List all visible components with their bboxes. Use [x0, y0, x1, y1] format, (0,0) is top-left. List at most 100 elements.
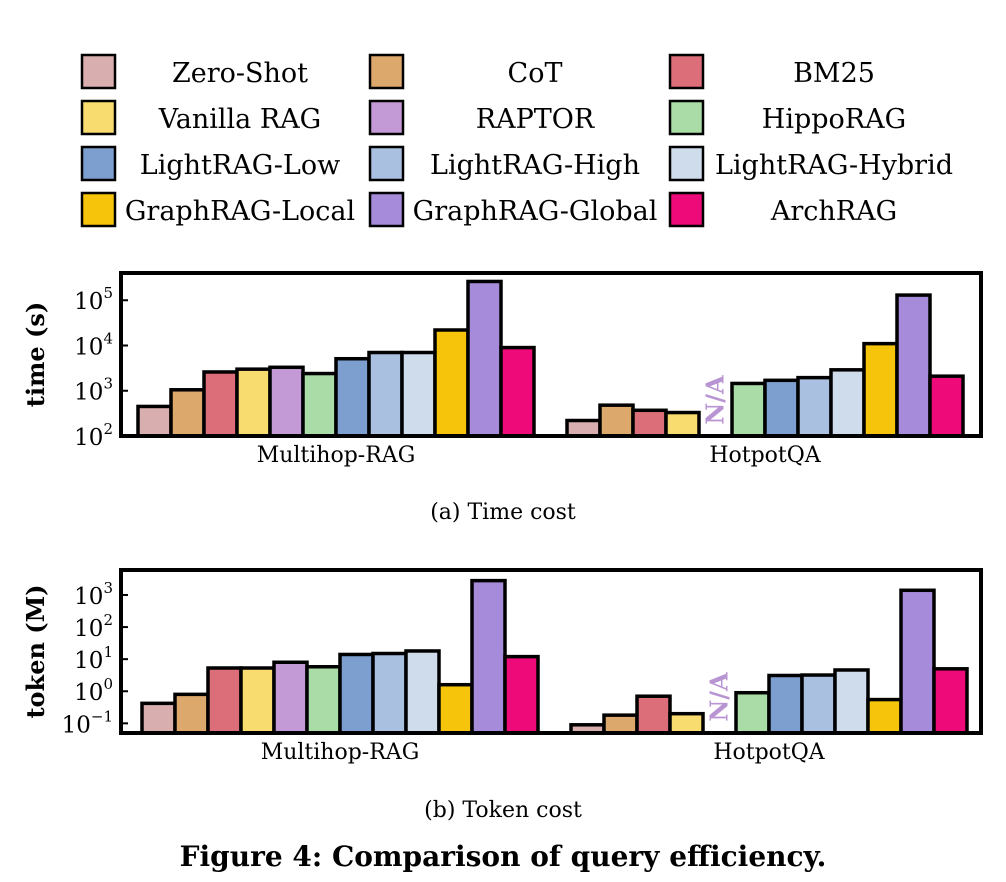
- y-tick-base: 10: [74, 380, 103, 406]
- x-category-label: HotpotQA: [709, 443, 821, 468]
- legend-label: Zero-Shot: [172, 58, 308, 89]
- na-label: N/A: [701, 375, 730, 425]
- x-category-label: HotpotQA: [713, 740, 825, 765]
- y-tick-exponent: −1: [91, 707, 113, 725]
- bar-zero-shot-multihop-rag: [136, 404, 173, 438]
- bar-cot-hotpotqa: [602, 713, 639, 735]
- legend-label: Vanilla RAG: [158, 104, 322, 135]
- bar-cot-multihop-rag: [173, 692, 210, 735]
- plot-frame: [119, 568, 983, 735]
- y-tick-exponent: 0: [103, 675, 113, 693]
- legend-swatch: [668, 99, 705, 136]
- bar-bm25-hotpotqa: [635, 694, 672, 735]
- y-tick-label: 103: [74, 375, 113, 406]
- legend-item: RAPTOR: [368, 99, 595, 136]
- y-tick-label: 103: [74, 579, 113, 610]
- legend-swatch: [368, 99, 405, 136]
- bar-zero-shot-multihop-rag: [140, 701, 177, 735]
- bar-lightrag-high-hotpotqa: [800, 673, 837, 735]
- bar-lightrag-low-hotpotqa: [763, 378, 800, 438]
- y-tick-base: 10: [74, 680, 103, 706]
- bar-vanilla-rag-multihop-rag: [239, 666, 276, 735]
- token-cost-caption: (b) Token cost: [424, 798, 582, 823]
- bar-vanilla-rag-hotpotqa: [668, 711, 705, 735]
- legend: Zero-Shot CoT BM25 Vanilla RAG RAPTOR HippoRA…: [80, 53, 953, 228]
- na-label: N/A: [705, 672, 734, 722]
- bar-archrag-hotpotqa: [932, 667, 969, 735]
- bar-bm25-multihop-rag: [206, 666, 243, 735]
- bar-graphrag-global-multihop-rag: [466, 279, 503, 438]
- bar-hipporag-hotpotqa: [734, 690, 771, 735]
- bar-lightrag-hybrid-multihop-rag: [404, 649, 441, 735]
- bar-zero-shot-hotpotqa: [565, 418, 602, 438]
- legend-swatch: [80, 53, 117, 90]
- legend-item: Zero-Shot: [80, 53, 308, 90]
- legend-label: BM25: [793, 58, 875, 89]
- y-tick-base: 10: [74, 425, 103, 451]
- bar-raptor-multihop-rag: [272, 660, 309, 735]
- legend-item: BM25: [668, 53, 875, 90]
- legend-item: HippoRAG: [668, 99, 906, 136]
- legend-item: LightRAG-High: [368, 145, 640, 182]
- legend-item: Vanilla RAG: [80, 99, 322, 136]
- x-category-label: Multihop-RAG: [257, 443, 416, 468]
- legend-item: LightRAG-Low: [80, 145, 340, 182]
- y-tick-exponent: 2: [103, 611, 113, 629]
- bar-bm25-multihop-rag: [202, 370, 239, 438]
- bar-lightrag-low-multihop-rag: [338, 652, 375, 735]
- figure-caption: Figure 4: Comparison of query efficiency…: [180, 840, 827, 873]
- bar-archrag-multihop-rag: [499, 345, 536, 438]
- bar-vanilla-rag-hotpotqa: [664, 410, 701, 438]
- y-tick-label: 102: [74, 420, 113, 451]
- x-category-label: Multihop-RAG: [261, 740, 420, 765]
- y-axis-title: time (s): [21, 302, 50, 407]
- y-tick-exponent: 5: [103, 284, 113, 302]
- bar-graphrag-local-multihop-rag: [437, 682, 474, 735]
- plot-frame: [119, 271, 983, 438]
- y-tick-exponent: 1: [103, 643, 113, 661]
- legend-item: GraphRAG-Local: [80, 191, 355, 228]
- legend-swatch: [80, 191, 117, 228]
- legend-label: CoT: [508, 58, 563, 89]
- bar-lightrag-low-multihop-rag: [334, 356, 371, 438]
- bar-lightrag-hybrid-multihop-rag: [400, 350, 437, 438]
- time-cost-caption: (a) Time cost: [430, 500, 576, 525]
- bar-hipporag-multihop-rag: [301, 371, 338, 438]
- bar-graphrag-global-multihop-rag: [470, 578, 507, 735]
- bar-raptor-multihop-rag: [268, 365, 305, 438]
- y-tick-label: 100: [74, 675, 113, 706]
- y-tick-label: 104: [74, 329, 113, 360]
- bar-lightrag-low-hotpotqa: [767, 673, 804, 735]
- legend-label: GraphRAG-Local: [125, 196, 355, 227]
- legend-swatch: [368, 53, 405, 90]
- legend-swatch: [668, 145, 705, 182]
- y-tick-exponent: 3: [103, 375, 113, 393]
- legend-label: GraphRAG-Global: [413, 196, 658, 227]
- bar-hipporag-multihop-rag: [305, 664, 342, 735]
- y-tick-label: 102: [74, 611, 113, 642]
- legend-swatch: [80, 145, 117, 182]
- legend-swatch: [368, 191, 405, 228]
- legend-swatch: [668, 53, 705, 90]
- legend-label: LightRAG-Low: [140, 150, 340, 181]
- y-tick-base: 10: [74, 616, 103, 642]
- legend-item: LightRAG-Hybrid: [668, 145, 953, 182]
- y-tick-label: 101: [74, 643, 113, 674]
- legend-label: LightRAG-High: [430, 150, 640, 181]
- bar-graphrag-global-hotpotqa: [895, 293, 932, 438]
- bar-vanilla-rag-multihop-rag: [235, 367, 272, 438]
- bar-graphrag-local-multihop-rag: [433, 328, 470, 438]
- legend-label: ArchRAG: [770, 196, 897, 227]
- y-tick-exponent: 3: [103, 579, 113, 597]
- y-tick-exponent: 4: [103, 329, 113, 347]
- token-cost-chart: token (M)10−1100101102103N/AMultihop-RAG…: [21, 568, 983, 765]
- bar-cot-multihop-rag: [169, 388, 206, 438]
- bar-archrag-multihop-rag: [503, 654, 540, 735]
- bar-archrag-hotpotqa: [928, 374, 965, 438]
- y-tick-base: 10: [74, 289, 103, 315]
- bar-graphrag-local-hotpotqa: [866, 697, 903, 735]
- y-tick-label: 10−1: [62, 707, 113, 738]
- y-axis-title: token (M): [21, 584, 50, 718]
- legend-swatch: [368, 145, 405, 182]
